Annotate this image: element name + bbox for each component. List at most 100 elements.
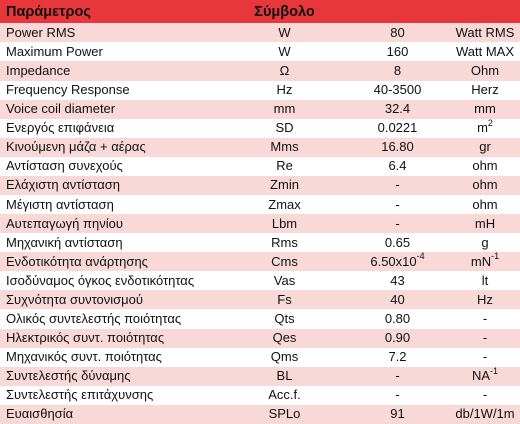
symbol-cell: Rms (224, 233, 345, 253)
symbol-cell: Cms (224, 252, 345, 272)
parameter-cell-text: Ολικός συντελεστής ποιότητας (6, 311, 182, 326)
symbol-cell: Mms (224, 137, 345, 157)
symbol-cell-text: Re (276, 158, 293, 174)
value-cell: 40 (345, 290, 450, 310)
symbol-cell-text: BL (276, 368, 293, 384)
value-cell-text: 0.80 (384, 311, 411, 326)
symbol-cell: Qes (224, 328, 345, 348)
symbol-cell-text: Mms (270, 139, 299, 155)
parameter-cell: Ηλεκτρικός συντ. ποιότητας (0, 328, 224, 348)
parameter-cell-text: Impedance (6, 62, 71, 78)
symbol-cell-text: Lbm (271, 215, 298, 231)
symbol-cell-text: Acc.f. (268, 387, 301, 403)
parameter-cell: Ελάχιστη αντίσταση (0, 175, 224, 195)
parameter-cell: Μηχανικός συντ. ποιότητας (0, 347, 224, 367)
parameter-cell: Αυτεπαγωγή πηνίου (0, 214, 224, 234)
symbol-cell-text: Hz (276, 82, 293, 98)
value-cell-text: - (395, 215, 400, 231)
symbol-cell-text: Zmin (270, 177, 299, 193)
parameter-cell: Μηχανική αντίσταση (0, 233, 224, 253)
table-row: Maximum Power W 160 Watt MAX (0, 42, 520, 62)
symbol-cell: Fs (224, 290, 345, 310)
parameter-cell: Κινούμενη μάζα + αέρας (0, 137, 224, 157)
unit-cell: mN-1 (450, 252, 520, 272)
unit-cell-text: Herz (471, 82, 499, 98)
parameter-cell-text: Ενδοτικότητα ανάρτησης (6, 253, 148, 269)
value-cell-text: 8 (393, 62, 402, 78)
symbol-cell: Zmin (224, 175, 345, 195)
value-cell: 160 (345, 42, 450, 62)
value-cell-text: 40 (390, 291, 405, 307)
parameter-cell: Συντελεστής δύναμης (0, 366, 224, 386)
value-cell-text: 0.0221 (377, 120, 418, 136)
symbol-cell-text: Ω (279, 62, 290, 78)
unit-cell: Hz (450, 290, 520, 310)
parameter-cell: Frequency Response (0, 80, 224, 100)
unit-cell-text: Watt MAX (455, 43, 515, 59)
header-unit (450, 0, 520, 24)
unit-cell-text: lt (481, 272, 489, 288)
parameter-cell: Συχνότητα συντονισμού (0, 290, 224, 310)
value-cell-text: - (395, 387, 400, 403)
unit-cell: Ohm (450, 61, 520, 81)
table-row: Συχνότητα συντονισμού Fs 40 Hz (0, 290, 520, 310)
value-cell-text: 80 (390, 24, 405, 40)
symbol-cell-text: Qms (270, 349, 299, 365)
unit-cell: db/1W/1m (450, 404, 520, 424)
value-cell-text: 43 (390, 272, 405, 288)
symbol-cell-text: W (278, 43, 291, 59)
table-row: Αυτεπαγωγή πηνίου Lbm - mH (0, 214, 520, 234)
value-cell-superscript: -4 (416, 252, 425, 262)
parameter-cell-text: Ισοδύναμος όγκος ενδοτικότητας (6, 272, 195, 288)
table-row: Αντίσταση συνεχούς Re 6.4 ohm (0, 156, 520, 176)
header-symbol: Σύμβολο (224, 0, 345, 24)
value-cell: 32.4 (345, 99, 450, 119)
unit-cell-text: mm (474, 101, 496, 117)
parameter-cell: Power RMS (0, 23, 224, 43)
unit-cell-text: Hz (477, 291, 493, 307)
unit-cell-superscript: -1 (491, 252, 500, 262)
unit-cell-text: gr (479, 139, 491, 155)
parameter-cell-text: Voice coil diameter (6, 101, 116, 117)
unit-cell: Watt MAX (450, 42, 520, 62)
unit-cell-text: ohm (472, 158, 498, 174)
parameter-cell: Ισοδύναμος όγκος ενδοτικότητας (0, 271, 224, 291)
symbol-cell: Lbm (224, 214, 345, 234)
value-cell: 6.4 (345, 156, 450, 176)
symbol-cell-text: Zmax (268, 196, 301, 212)
parameter-cell-text: Frequency Response (6, 82, 130, 98)
parameter-cell: Voice coil diameter (0, 99, 224, 119)
unit-cell-superscript: 2 (487, 118, 493, 128)
value-cell: 8 (345, 61, 450, 81)
unit-cell: lt (450, 271, 520, 291)
value-cell-text: 6.4 (388, 158, 407, 174)
parameter-cell-text: Ηλεκτρικός συντ. ποιότητας (6, 330, 165, 346)
value-cell: 0.0221 (345, 118, 450, 138)
table-row: Impedance Ω 8 Ohm (0, 61, 520, 81)
value-cell-text: 40-3500 (373, 82, 422, 98)
value-cell-text: 6.50x10 (370, 253, 417, 269)
table-row: Ευαισθησία SPLo 91 db/1W/1m (0, 404, 520, 424)
unit-cell-text: ohm (472, 196, 498, 212)
header-parameter: Παράμετρος (0, 0, 224, 24)
table-row: Συντελεστής επιτάχυνσης Acc.f. - - (0, 385, 520, 405)
value-cell: 16.80 (345, 137, 450, 157)
parameter-cell: Αντίσταση συνεχούς (0, 156, 224, 176)
unit-cell-text: NA (471, 368, 491, 384)
parameter-cell-text: Ευαισθησία (6, 406, 74, 422)
table-row: Power RMS W 80 Watt RMS (0, 23, 520, 43)
parameter-cell-text: Συχνότητα συντονισμού (6, 291, 144, 307)
unit-cell-text: ohm (472, 177, 498, 193)
symbol-cell: Ω (224, 61, 345, 81)
unit-cell-superscript: -1 (490, 366, 499, 376)
value-cell-text: 91 (390, 406, 405, 422)
symbol-cell: Qts (224, 309, 345, 329)
value-cell: 0.90 (345, 328, 450, 348)
unit-cell-text: - (482, 349, 488, 365)
unit-cell: mm (450, 99, 520, 119)
symbol-cell: Vas (224, 271, 345, 291)
parameter-cell-text: Κινούμενη μάζα + αέρας (6, 139, 146, 155)
value-cell: 91 (345, 404, 450, 424)
value-cell-text: 160 (386, 43, 409, 59)
unit-cell-text: db/1W/1m (455, 406, 515, 422)
